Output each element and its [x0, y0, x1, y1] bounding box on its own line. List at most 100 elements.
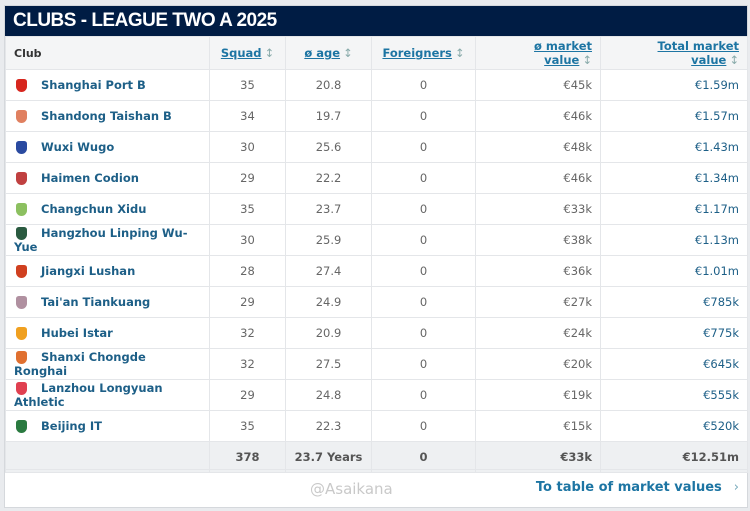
sort-avg-mv-link[interactable]: ø market value: [534, 39, 592, 67]
sort-age-link[interactable]: ø age: [304, 46, 341, 60]
total-age: 23.7 Years: [285, 441, 372, 473]
table-row: Changchun Xidu 35 23.7 0 €33k €1.17m: [5, 193, 748, 225]
total-mv-cell[interactable]: €785k: [600, 286, 748, 318]
totals-label: [5, 441, 210, 473]
sort-icon: ↕: [264, 46, 275, 60]
totals-row: 378 23.7 Years 0 €33k €12.51m: [5, 441, 748, 473]
sort-icon: ↕: [454, 46, 465, 60]
age-cell: 20.9: [285, 317, 372, 349]
squad-cell: 29: [209, 162, 286, 194]
table-row: Hangzhou Linping Wu-Yue 30 25.9 0 €38k €…: [5, 224, 748, 256]
total-mv-cell[interactable]: €775k: [600, 317, 748, 349]
total-squad: 378: [209, 441, 286, 473]
club-crest-icon: [16, 79, 27, 92]
avg-mv-cell: €27k: [475, 286, 601, 318]
club-crest-icon: [16, 265, 27, 278]
table-row: Haimen Codion 29 22.2 0 €46k €1.34m: [5, 162, 748, 194]
club-cell[interactable]: Tai'an Tiankuang: [5, 286, 210, 318]
club-name-link[interactable]: Hangzhou Linping Wu-Yue: [14, 226, 188, 254]
club-name-link[interactable]: Lanzhou Longyuan Athletic: [14, 381, 163, 409]
total-foreigners: 0: [371, 441, 476, 473]
total-mv-cell[interactable]: €520k: [600, 410, 748, 442]
sort-icon: ↕: [582, 53, 592, 67]
club-name-link[interactable]: Shanxi Chongde Ronghai: [14, 350, 146, 378]
avg-mv-cell: €24k: [475, 317, 601, 349]
avg-mv-cell: €36k: [475, 255, 601, 287]
col-age[interactable]: ø age ↕: [285, 36, 372, 70]
chevron-right-icon: ›: [733, 480, 739, 495]
avg-mv-cell: €46k: [475, 162, 601, 194]
club-cell[interactable]: Beijing IT: [5, 410, 210, 442]
foreigners-cell: 0: [371, 162, 476, 194]
sort-squad-link[interactable]: Squad: [220, 46, 262, 60]
clubs-panel: CLUBS - LEAGUE TWO A 2025 Club Squad ↕ ø …: [4, 5, 748, 508]
table-row: Jiangxi Lushan 28 27.4 0 €36k €1.01m: [5, 255, 748, 287]
col-avg-market-value[interactable]: ø market value ↕: [475, 36, 601, 70]
club-cell[interactable]: Haimen Codion: [5, 162, 210, 194]
age-cell: 22.2: [285, 162, 372, 194]
avg-mv-cell: €33k: [475, 193, 601, 225]
clubs-table: Club Squad ↕ ø age ↕ Foreigners ↕ ø market …: [5, 36, 748, 473]
table-row: Shanghai Port B 35 20.8 0 €45k €1.59m: [5, 69, 748, 101]
squad-cell: 34: [209, 100, 286, 132]
avg-mv-cell: €20k: [475, 348, 601, 380]
club-cell[interactable]: Hubei Istar: [5, 317, 210, 349]
club-name-link[interactable]: Tai'an Tiankuang: [41, 295, 151, 309]
club-name-link[interactable]: Changchun Xidu: [41, 202, 147, 216]
total-mv-cell[interactable]: €1.57m: [600, 100, 748, 132]
club-cell[interactable]: Shandong Taishan B: [5, 100, 210, 132]
club-name-link[interactable]: Wuxi Wugo: [41, 140, 115, 154]
sort-foreigners-link[interactable]: Foreigners: [382, 46, 452, 60]
foreigners-cell: 0: [371, 224, 476, 256]
total-mv-cell[interactable]: €1.17m: [600, 193, 748, 225]
total-mv-cell[interactable]: €1.34m: [600, 162, 748, 194]
age-cell: 20.8: [285, 69, 372, 101]
total-avg-mv: €33k: [475, 441, 601, 473]
foreigners-cell: 0: [371, 131, 476, 163]
club-cell[interactable]: Hangzhou Linping Wu-Yue: [5, 224, 210, 256]
club-cell[interactable]: Jiangxi Lushan: [5, 255, 210, 287]
club-cell[interactable]: Shanghai Port B: [5, 69, 210, 101]
total-mv-cell[interactable]: €645k: [600, 348, 748, 380]
sort-total-mv-link[interactable]: Total market value: [657, 39, 739, 67]
squad-cell: 35: [209, 410, 286, 442]
total-mv-cell[interactable]: €1.13m: [600, 224, 748, 256]
table-row: Shandong Taishan B 34 19.7 0 €46k €1.57m: [5, 100, 748, 132]
club-name-link[interactable]: Shandong Taishan B: [41, 109, 172, 123]
club-cell[interactable]: Changchun Xidu: [5, 193, 210, 225]
club-name-link[interactable]: Shanghai Port B: [41, 78, 146, 92]
total-mv-cell[interactable]: €555k: [600, 379, 748, 411]
age-cell: 23.7: [285, 193, 372, 225]
club-cell[interactable]: Lanzhou Longyuan Athletic: [5, 379, 210, 411]
avg-mv-cell: €45k: [475, 69, 601, 101]
club-name-link[interactable]: Beijing IT: [41, 419, 102, 433]
foreigners-cell: 0: [371, 69, 476, 101]
age-cell: 22.3: [285, 410, 372, 442]
club-crest-icon: [16, 327, 27, 340]
sort-icon: ↕: [343, 46, 353, 60]
club-name-link[interactable]: Haimen Codion: [41, 171, 139, 185]
club-crest-icon: [16, 296, 27, 309]
total-mv-cell[interactable]: €1.59m: [600, 69, 748, 101]
club-crest-icon: [16, 420, 27, 433]
age-cell: 24.8: [285, 379, 372, 411]
club-cell[interactable]: Shanxi Chongde Ronghai: [5, 348, 210, 380]
col-total-market-value[interactable]: Total market value ↕: [600, 36, 748, 70]
col-squad[interactable]: Squad ↕: [209, 36, 286, 70]
link-label: To table of market values: [535, 480, 722, 495]
club-name-link[interactable]: Hubei Istar: [41, 326, 113, 340]
squad-cell: 35: [209, 69, 286, 101]
total-mv-cell[interactable]: €1.43m: [600, 131, 748, 163]
club-cell[interactable]: Wuxi Wugo: [5, 131, 210, 163]
foreigners-cell: 0: [371, 193, 476, 225]
total-total-mv: €12.51m: [600, 441, 748, 473]
total-mv-cell[interactable]: €1.01m: [600, 255, 748, 287]
col-foreigners[interactable]: Foreigners ↕: [371, 36, 476, 70]
foreigners-cell: 0: [371, 100, 476, 132]
club-name-link[interactable]: Jiangxi Lushan: [41, 264, 136, 278]
table-row: Shanxi Chongde Ronghai 32 27.5 0 €20k €6…: [5, 348, 748, 380]
table-row: Beijing IT 35 22.3 0 €15k €520k: [5, 410, 748, 442]
watermark: @Asaikana: [310, 480, 393, 498]
avg-mv-cell: €19k: [475, 379, 601, 411]
market-values-link[interactable]: To table of market values ›: [536, 480, 739, 495]
